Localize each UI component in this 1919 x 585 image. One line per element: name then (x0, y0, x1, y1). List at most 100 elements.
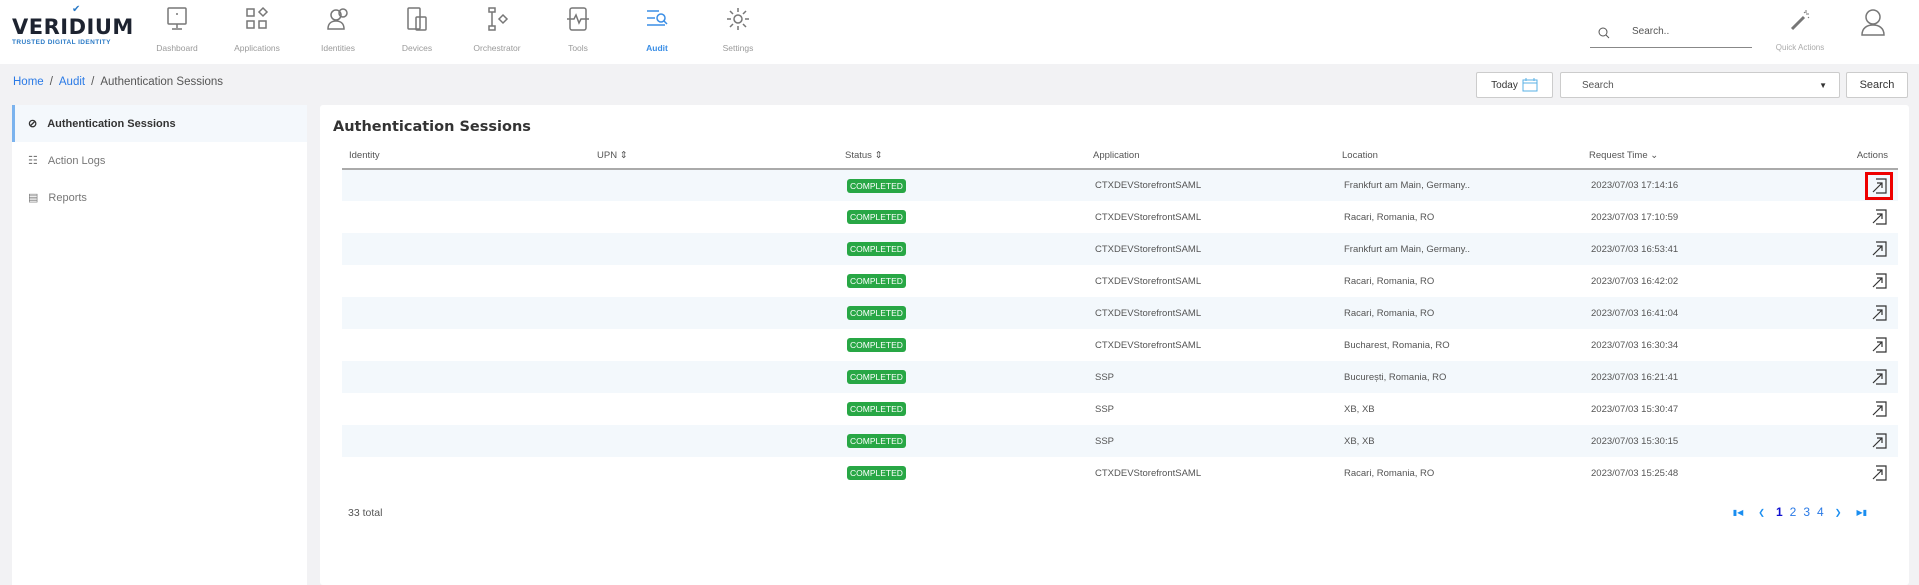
sort-icon: ⇕ (619, 150, 628, 161)
sidebar: ⊘ Authentication Sessions ☷ Action Logs ▤ R… (12, 105, 307, 585)
upn-cell (590, 233, 838, 265)
today-date-button[interactable]: Today (1476, 72, 1553, 98)
status-cell: COMPLETED (838, 265, 1086, 297)
open-details-icon[interactable] (1870, 240, 1888, 258)
next-page-icon[interactable]: ❯ (1834, 507, 1842, 517)
column-status[interactable]: Status ⇕ (838, 143, 1086, 170)
application-cell: CTXDEVStorefrontSAML (1086, 169, 1335, 201)
actions-cell (1830, 457, 1898, 489)
breadcrumb-current: Authentication Sessions (100, 76, 224, 88)
column-location: Location (1335, 143, 1582, 170)
identity-cell (342, 393, 590, 425)
page-1[interactable]: 1 (1775, 505, 1783, 519)
nav-settings[interactable]: Settings (698, 6, 778, 53)
page-2[interactable]: 2 (1789, 505, 1797, 519)
upn-cell (590, 297, 838, 329)
search-filter-dropdown[interactable]: Search ▼ (1560, 72, 1840, 98)
open-details-icon[interactable] (1865, 171, 1893, 200)
apps-icon (246, 6, 269, 29)
column-actions: Actions (1830, 143, 1898, 170)
sidebar-item-authentication-sessions[interactable]: ⊘ Authentication Sessions (12, 105, 307, 142)
nav-identities[interactable]: Identities (298, 6, 378, 53)
location-cell: Racari, Romania, RO (1335, 297, 1582, 329)
eye-slash-icon: ⊘ (28, 118, 38, 130)
request-time-cell: 2023/07/03 16:42:02 (1591, 275, 1679, 287)
actions-cell (1830, 393, 1898, 425)
open-details-icon[interactable] (1870, 432, 1888, 450)
actions-cell (1830, 265, 1898, 297)
application-cell: SSP (1086, 361, 1335, 393)
identity-cell (342, 233, 590, 265)
nav-dashboard[interactable]: Dashboard (137, 6, 217, 53)
nav-applications[interactable]: Applications (217, 6, 297, 53)
application-cell: CTXDEVStorefrontSAML (1086, 297, 1335, 329)
table-row[interactable]: COMPLETED CTXDEVStorefrontSAML Bucharest… (342, 329, 1898, 361)
upn-cell (590, 169, 838, 201)
location-cell: Bucharest, Romania, RO (1344, 339, 1450, 351)
application-cell: SSP (1095, 403, 1115, 415)
status-cell: COMPLETED (838, 233, 1086, 265)
user-icon (1861, 9, 1885, 36)
first-page-icon[interactable]: ▮◀ (1732, 507, 1744, 517)
status-cell: COMPLETED (838, 425, 1086, 457)
page-3[interactable]: 3 (1803, 505, 1811, 519)
column-application: Application (1086, 143, 1335, 170)
application-cell: CTXDEVStorefrontSAML (1095, 339, 1202, 351)
table-row[interactable]: COMPLETED CTXDEVStorefrontSAML Racari, R… (342, 265, 1898, 297)
request-time-cell: 2023/07/03 17:14:16 (1582, 169, 1830, 201)
nav-audit[interactable]: Audit (617, 6, 697, 53)
veridium-logo[interactable]: ✔ VERIDIUM TRUSTED DIGITAL IDENTITY (12, 4, 134, 47)
breadcrumb-separator: / (49, 76, 53, 88)
open-details-icon[interactable] (1870, 400, 1888, 418)
flow-icon (488, 7, 509, 31)
breadcrumb-home[interactable]: Home (13, 76, 44, 88)
table-row[interactable]: COMPLETED CTXDEVStorefrontSAML Frankfurt… (342, 169, 1898, 201)
table-row[interactable]: COMPLETED CTXDEVStorefrontSAML Racari, R… (342, 297, 1898, 329)
nav-tools[interactable]: Tools (538, 6, 618, 53)
sidebar-item-action-logs[interactable]: ☷ Action Logs (28, 154, 106, 168)
breadcrumb-separator: / (91, 76, 95, 88)
column-request-time[interactable]: Request Time ⌄ (1582, 143, 1830, 170)
breadcrumb-audit[interactable]: Audit (58, 76, 86, 88)
table-row[interactable]: COMPLETED CTXDEVStorefrontSAML Frankfurt… (342, 233, 1898, 265)
sidebar-item-reports[interactable]: ▤ Reports (28, 191, 87, 205)
table-row[interactable]: COMPLETED SSP XB, XB 2023/07/03 15:30:47 (342, 393, 1898, 425)
prev-page-icon[interactable]: ❮ (1758, 507, 1765, 517)
request-time-cell: 2023/07/03 15:30:47 (1591, 403, 1679, 415)
table-row[interactable]: COMPLETED SSP București, Romania, RO 202… (342, 361, 1898, 393)
status-badge: COMPLETED (847, 178, 906, 193)
table-row[interactable]: COMPLETED CTXDEVStorefrontSAML Racari, R… (342, 457, 1898, 489)
upn-cell (590, 329, 838, 361)
pulse-icon (567, 7, 589, 31)
devices-icon (407, 7, 427, 31)
application-cell: CTXDEVStorefrontSAML (1095, 275, 1202, 287)
sessions-table: Identity UPN ⇕ Status ⇕ Application Loca… (342, 143, 1898, 489)
global-search-input[interactable]: Search.. (1590, 20, 1752, 48)
top-navbar: ✔ VERIDIUM TRUSTED DIGITAL IDENTITY Dash… (0, 0, 1919, 64)
search-button[interactable]: Search (1846, 72, 1908, 98)
page-4[interactable]: 4 (1817, 505, 1824, 519)
search-icon (1598, 27, 1610, 39)
location-cell: Racari, Romania, RO (1344, 275, 1435, 287)
nav-devices[interactable]: Devices (377, 6, 457, 53)
application-cell: CTXDEVStorefrontSAML (1086, 233, 1335, 265)
open-details-icon[interactable] (1870, 368, 1888, 386)
open-details-icon[interactable] (1870, 336, 1888, 354)
table-row[interactable]: COMPLETED CTXDEVStorefrontSAML Racari, R… (342, 201, 1898, 233)
table-row[interactable]: COMPLETED SSP XB, XB 2023/07/03 15:30:15 (342, 425, 1898, 457)
location-cell: XB, XB (1344, 403, 1375, 415)
request-time-cell: 2023/07/03 15:25:48 (1591, 467, 1679, 479)
last-page-icon[interactable]: ▶▮ (1856, 507, 1867, 517)
open-details-icon[interactable] (1870, 272, 1888, 290)
users-icon (327, 8, 348, 30)
user-profile-button[interactable] (1860, 8, 1886, 41)
open-details-icon[interactable] (1870, 304, 1888, 322)
column-upn[interactable]: UPN ⇕ (590, 143, 838, 170)
open-details-icon[interactable] (1870, 208, 1888, 226)
actions-cell (1830, 169, 1898, 201)
nav-orchestrator[interactable]: Orchestrator (457, 6, 537, 53)
upn-cell (590, 457, 838, 489)
quick-actions-button[interactable]: Quick Actions (1770, 8, 1830, 52)
application-cell: SSP (1086, 425, 1335, 457)
open-details-icon[interactable] (1870, 464, 1888, 482)
